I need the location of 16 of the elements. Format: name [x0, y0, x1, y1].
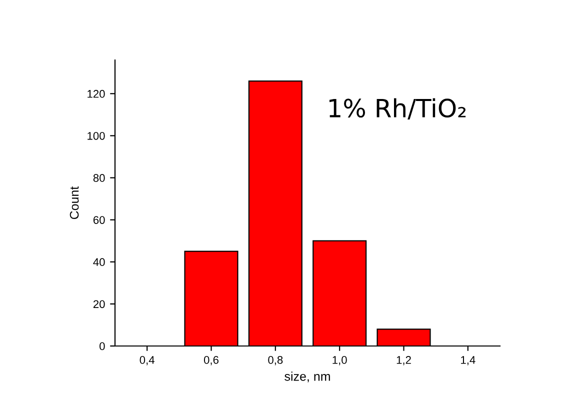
y-tick-label: 20 [93, 300, 105, 308]
x-tick-label: 0,6 [204, 356, 218, 366]
x-tick-label: 0,4 [140, 356, 154, 366]
x-tick-label: 1,4 [461, 356, 476, 366]
y-tick-label: 100 [88, 132, 105, 140]
y-tick-label: 40 [93, 258, 105, 266]
annotation: 1% Rh/TiO₂ [329, 98, 466, 120]
x-tick-label: 0,8 [268, 356, 283, 366]
y-tick-label: 80 [93, 174, 105, 182]
y-tick-label: 60 [93, 216, 105, 224]
x-axis-title: size, nm [284, 372, 330, 382]
x-tick-label: 1,2 [396, 356, 411, 366]
y-tick-label: 120 [88, 90, 105, 98]
x-tick-label: 1,0 [332, 356, 347, 366]
y-axis-title: Count [70, 186, 79, 220]
y-tick-label: 0 [100, 342, 105, 350]
